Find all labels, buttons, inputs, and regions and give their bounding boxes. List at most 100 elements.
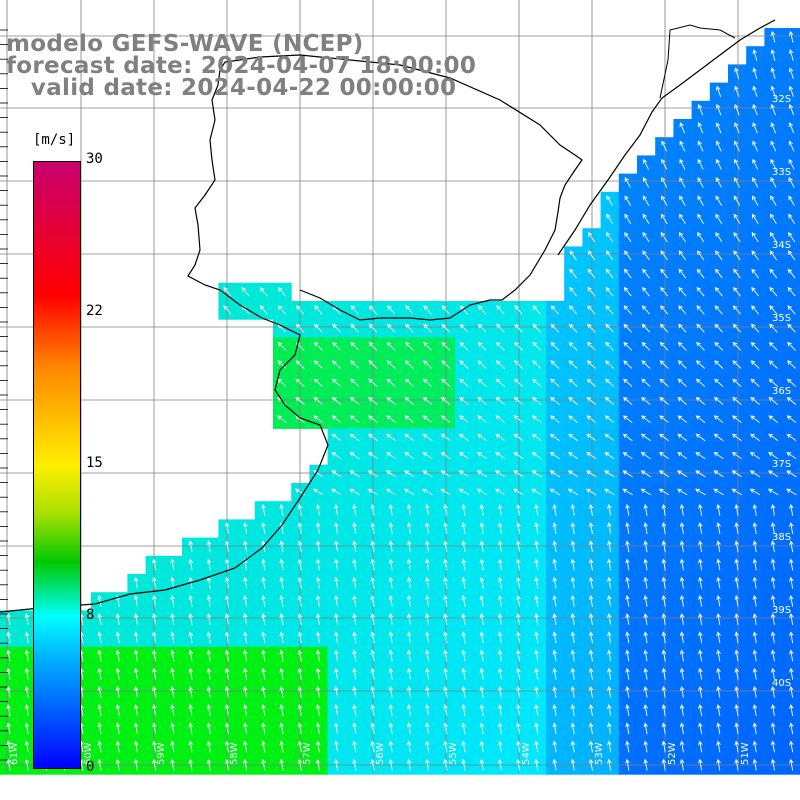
wind-arrow — [752, 704, 758, 716]
wind-arrow — [261, 631, 266, 644]
wind-arrow — [331, 452, 342, 460]
wind-arrow — [642, 195, 650, 206]
wind-arrow — [370, 522, 375, 534]
wind-arrow — [789, 522, 794, 534]
wind-arrow — [568, 378, 578, 387]
wind-arrow — [425, 540, 430, 553]
wind-cell — [782, 137, 800, 156]
wind-arrow — [697, 195, 704, 206]
longitude-label: 51W — [740, 742, 751, 765]
wind-arrow — [224, 613, 230, 625]
wind-arrow — [297, 667, 303, 680]
wind-arrow — [423, 305, 432, 315]
wind-arrow — [243, 576, 248, 589]
wind-arrow — [658, 488, 670, 496]
wind-arrow — [698, 594, 703, 607]
wind-arrow — [6, 704, 11, 716]
wind-arrow — [625, 594, 630, 607]
wind-arrow — [259, 305, 268, 315]
wind-arrow — [24, 631, 30, 644]
wind-arrow — [6, 758, 11, 771]
longitude-label: 54W — [521, 742, 532, 765]
wind-arrow — [188, 685, 193, 698]
wind-cell — [782, 82, 800, 102]
wind-arrow — [152, 758, 157, 771]
wind-arrow — [679, 631, 685, 644]
wind-arrow — [477, 378, 487, 387]
wind-arrow — [568, 360, 578, 369]
wind-arrow — [734, 122, 740, 134]
wind-arrow — [752, 576, 758, 589]
wind-arrow — [479, 613, 485, 625]
wind-arrow — [497, 649, 503, 662]
wind-arrow — [713, 415, 724, 424]
wind-arrow — [297, 540, 303, 553]
wind-arrow — [643, 158, 649, 170]
wind-arrow — [531, 470, 542, 478]
wind-arrow — [752, 49, 758, 61]
wind-arrow — [678, 305, 687, 315]
wind-arrow — [641, 378, 651, 387]
colorbar-units: [m/s] — [33, 132, 76, 148]
wind-arrow — [97, 649, 102, 662]
wind-cell — [782, 210, 800, 229]
wind-arrow — [206, 740, 212, 753]
wind-arrow — [606, 195, 613, 206]
longitude-label: 59W — [156, 742, 167, 765]
wind-arrow — [660, 286, 669, 297]
wind-arrow — [188, 649, 193, 662]
wind-arrow — [97, 613, 102, 625]
wind-arrow — [332, 360, 341, 369]
wind-arrow — [570, 704, 576, 716]
wind-arrow — [643, 576, 648, 589]
wind-arrow — [531, 415, 542, 424]
wind-arrow — [643, 758, 648, 771]
wind-arrow — [714, 360, 724, 369]
wind-arrow — [24, 758, 30, 771]
wind-arrow — [588, 503, 594, 516]
wind-arrow — [352, 667, 357, 680]
wind-arrow — [388, 722, 394, 735]
wind-arrow — [277, 415, 287, 424]
wind-arrow — [750, 360, 760, 369]
wind-arrow — [714, 341, 724, 351]
wind-arrow — [714, 268, 723, 279]
colorbar-label-22: 22 — [86, 303, 103, 319]
wind-arrow — [606, 231, 614, 243]
wind-arrow — [698, 503, 703, 516]
wind-arrow — [641, 341, 651, 351]
wind-arrow — [661, 558, 667, 571]
wind-arrow — [206, 613, 212, 625]
wind-arrow — [224, 576, 230, 589]
wind-arrow — [133, 722, 139, 735]
wind-arrow — [568, 433, 579, 442]
wind-arrow — [170, 722, 175, 735]
wind-arrow — [734, 85, 740, 98]
wind-arrow — [752, 67, 758, 79]
wind-arrow — [696, 323, 705, 333]
wind-arrow — [422, 470, 433, 478]
wind-cell — [782, 355, 800, 375]
wind-arrow — [349, 452, 360, 460]
wind-arrow — [479, 631, 485, 644]
wind-arrow — [206, 722, 212, 735]
wind-arrow — [605, 286, 614, 297]
wind-arrow — [440, 415, 451, 424]
wind-arrow — [770, 195, 777, 206]
wind-arrow — [696, 305, 705, 315]
wind-arrow — [458, 452, 469, 460]
wind-arrow — [188, 667, 193, 680]
wind-arrow — [443, 522, 448, 534]
wind-arrow — [315, 613, 321, 625]
wind-arrow — [279, 540, 284, 553]
wind-arrow — [661, 722, 667, 735]
wind-arrow — [789, 613, 794, 625]
wind-arrow — [768, 396, 779, 405]
wind-arrow — [514, 323, 523, 333]
wind-arrow — [607, 704, 612, 716]
wind-arrow — [550, 360, 560, 369]
wind-arrow — [715, 158, 722, 170]
wind-arrow — [734, 540, 739, 553]
wind-arrow — [588, 722, 594, 735]
wind-arrow — [495, 452, 506, 460]
